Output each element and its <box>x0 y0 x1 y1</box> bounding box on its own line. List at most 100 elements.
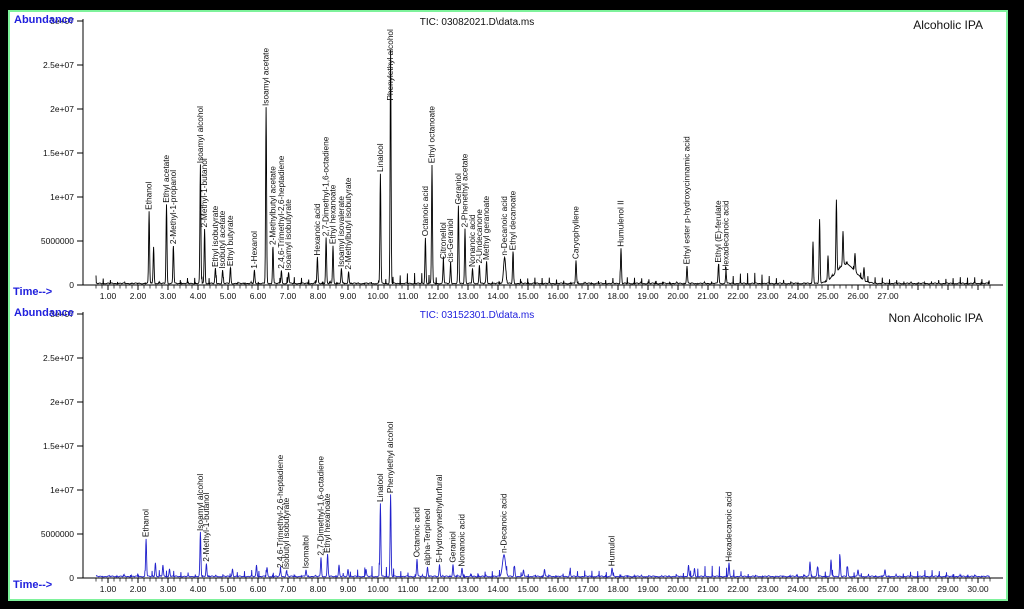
svg-text:1.00: 1.00 <box>100 584 117 594</box>
svg-text:Ethyl hexanoate: Ethyl hexanoate <box>328 184 338 244</box>
tic-title-bottom: TIC: 03152301.D\data.ms <box>419 310 535 321</box>
svg-text:19.00: 19.00 <box>637 291 659 301</box>
svg-text:3e+07: 3e+07 <box>50 309 74 319</box>
svg-text:17.00: 17.00 <box>577 291 599 301</box>
svg-text:14.00: 14.00 <box>487 584 509 594</box>
svg-text:Nonanoic acid: Nonanoic acid <box>457 514 467 567</box>
svg-text:Ethanol: Ethanol <box>141 509 151 537</box>
x-axis-label-top: Time--> <box>13 286 53 298</box>
svg-text:11.00: 11.00 <box>398 584 419 594</box>
svg-text:2-Methylbutyl isobutyrate: 2-Methylbutyl isobutyrate <box>343 177 353 270</box>
svg-text:9.00: 9.00 <box>340 584 357 594</box>
svg-text:11.00: 11.00 <box>398 291 419 301</box>
svg-text:4.00: 4.00 <box>190 291 207 301</box>
y-axis-label-top: Abundance <box>14 14 74 26</box>
svg-text:Isoamyl isovalerate: Isoamyl isovalerate <box>336 196 346 267</box>
svg-text:22.00: 22.00 <box>727 291 749 301</box>
svg-text:Isomaltol: Isomaltol <box>301 535 311 568</box>
svg-text:Phenylethyl alcohol: Phenylethyl alcohol <box>385 29 395 101</box>
svg-text:Hexadecanoic acid: Hexadecanoic acid <box>721 200 731 270</box>
svg-text:13.00: 13.00 <box>457 291 479 301</box>
y-axis-label-bottom: Abundance <box>14 307 74 319</box>
svg-text:Linalool: Linalool <box>375 473 385 502</box>
svg-text:16.00: 16.00 <box>547 291 569 301</box>
svg-text:1-Hexanol: 1-Hexanol <box>249 231 259 269</box>
svg-text:Caryophyllene: Caryophyllene <box>571 206 581 259</box>
svg-text:Citronellol: Citronellol <box>438 222 448 259</box>
svg-text:Ethanol: Ethanol <box>144 182 154 210</box>
chromatogram-panel-alcoholic: 0 5000000 1e+07 1.5e+07 2e+07 2.5e+07 3e+07 1.0… <box>11 13 1003 305</box>
svg-text:2e+07: 2e+07 <box>50 104 74 114</box>
svg-text:Ethyl decanoate: Ethyl decanoate <box>508 190 518 250</box>
svg-text:30.00: 30.00 <box>967 584 989 594</box>
svg-text:Isobutyl isobutyrate: Isobutyl isobutyrate <box>281 497 291 569</box>
svg-text:Ethyl isobutyrate: Ethyl isobutyrate <box>210 205 220 267</box>
svg-text:26.00: 26.00 <box>847 291 869 301</box>
svg-text:1e+07: 1e+07 <box>50 192 74 202</box>
svg-text:10.00: 10.00 <box>367 584 389 594</box>
svg-text:15.00: 15.00 <box>517 584 539 594</box>
svg-text:2.5e+07: 2.5e+07 <box>43 353 74 363</box>
svg-text:2,4,6-Trimethyl-2,6-heptadiene: 2,4,6-Trimethyl-2,6-heptadiene <box>275 454 285 568</box>
chromatogram-canvas-top: 0 5000000 1e+07 1.5e+07 2e+07 2.5e+07 3e+07 1.0… <box>41 16 1003 301</box>
svg-text:2-Methyl-1-butanol: 2-Methyl-1-butanol <box>199 158 209 227</box>
svg-text:23.00: 23.00 <box>757 584 779 594</box>
svg-text:12.00: 12.00 <box>427 584 449 594</box>
svg-text:cis-Geraniol: cis-Geraniol <box>445 218 455 262</box>
svg-text:3e+07: 3e+07 <box>50 16 74 26</box>
svg-text:Methyl geranoate: Methyl geranoate <box>481 196 491 260</box>
svg-text:17.00: 17.00 <box>577 584 599 594</box>
svg-text:14.00: 14.00 <box>487 291 509 301</box>
svg-text:1.5e+07: 1.5e+07 <box>43 148 74 158</box>
svg-text:Isoamyl alcohol: Isoamyl alcohol <box>195 474 205 531</box>
svg-text:Nonanoic acid: Nonanoic acid <box>467 214 477 267</box>
svg-text:2-Methyl-1-propanol: 2-Methyl-1-propanol <box>168 170 178 244</box>
svg-text:29.00: 29.00 <box>937 584 959 594</box>
svg-text:Isoamyl alcohol: Isoamyl alcohol <box>195 106 205 163</box>
svg-text:Ethyl (E)-ferulate: Ethyl (E)-ferulate <box>713 200 723 263</box>
svg-text:5000000: 5000000 <box>41 236 74 246</box>
svg-text:Hexanoic acid: Hexanoic acid <box>312 203 322 256</box>
svg-text:Geraniol: Geraniol <box>453 173 463 205</box>
svg-text:1e+07: 1e+07 <box>50 485 74 495</box>
svg-text:2-Phenethyl acetate: 2-Phenethyl acetate <box>460 153 470 227</box>
svg-text:20.00: 20.00 <box>667 584 689 594</box>
svg-text:21.00: 21.00 <box>697 584 719 594</box>
svg-text:Ethyl butyrate: Ethyl butyrate <box>225 215 235 266</box>
svg-text:Isoamyl acetate: Isoamyl acetate <box>261 48 271 106</box>
svg-text:n-Decanoic acid: n-Decanoic acid <box>499 493 509 553</box>
svg-text:5.00: 5.00 <box>220 291 237 301</box>
svg-text:n-Decanoic acid: n-Decanoic acid <box>499 196 509 256</box>
svg-text:18.00: 18.00 <box>607 584 629 594</box>
chromatogram-panel-non-alcoholic: 0 5000000 1e+07 1.5e+07 2e+07 2.5e+07 3e+07 1.0… <box>11 306 1003 598</box>
svg-text:10.00: 10.00 <box>367 291 389 301</box>
svg-text:8.00: 8.00 <box>310 291 327 301</box>
svg-text:16.00: 16.00 <box>547 584 569 594</box>
svg-text:5000000: 5000000 <box>41 529 74 539</box>
svg-text:25.00: 25.00 <box>817 584 839 594</box>
svg-text:23.00: 23.00 <box>757 291 779 301</box>
svg-text:3.00: 3.00 <box>160 584 177 594</box>
svg-text:2.00: 2.00 <box>130 291 147 301</box>
svg-text:2,4,6-Trimethyl-2,6-heptadiene: 2,4,6-Trimethyl-2,6-heptadiene <box>276 155 286 269</box>
svg-text:19.00: 19.00 <box>637 584 659 594</box>
svg-text:20.00: 20.00 <box>667 291 689 301</box>
svg-text:27.00: 27.00 <box>877 291 899 301</box>
svg-text:3.00: 3.00 <box>160 291 177 301</box>
svg-text:Octanoic acid: Octanoic acid <box>420 186 430 237</box>
svg-text:5.00: 5.00 <box>220 584 237 594</box>
svg-text:24.00: 24.00 <box>787 584 809 594</box>
chromatogram-canvas-bottom: 0 5000000 1e+07 1.5e+07 2e+07 2.5e+07 3e+07 1.0… <box>41 309 1003 594</box>
svg-text:Ethyl octanoate: Ethyl octanoate <box>427 106 437 164</box>
svg-text:25.00: 25.00 <box>817 291 839 301</box>
sample-label-alcoholic: Alcoholic IPA <box>913 18 983 32</box>
svg-text:Phenylethyl alcohol: Phenylethyl alcohol <box>385 422 395 494</box>
svg-text:2.00: 2.00 <box>130 584 147 594</box>
svg-text:18.00: 18.00 <box>607 291 629 301</box>
svg-text:1.00: 1.00 <box>100 291 117 301</box>
svg-text:7.00: 7.00 <box>280 291 297 301</box>
svg-text:2-Methylbutyl acetate: 2-Methylbutyl acetate <box>268 166 278 245</box>
svg-text:2-Methyl-1-butanol: 2-Methyl-1-butanol <box>201 492 211 561</box>
svg-text:Hexadecanoic acid: Hexadecanoic acid <box>724 491 734 561</box>
svg-text:2-Undecanone: 2-Undecanone <box>474 209 484 264</box>
